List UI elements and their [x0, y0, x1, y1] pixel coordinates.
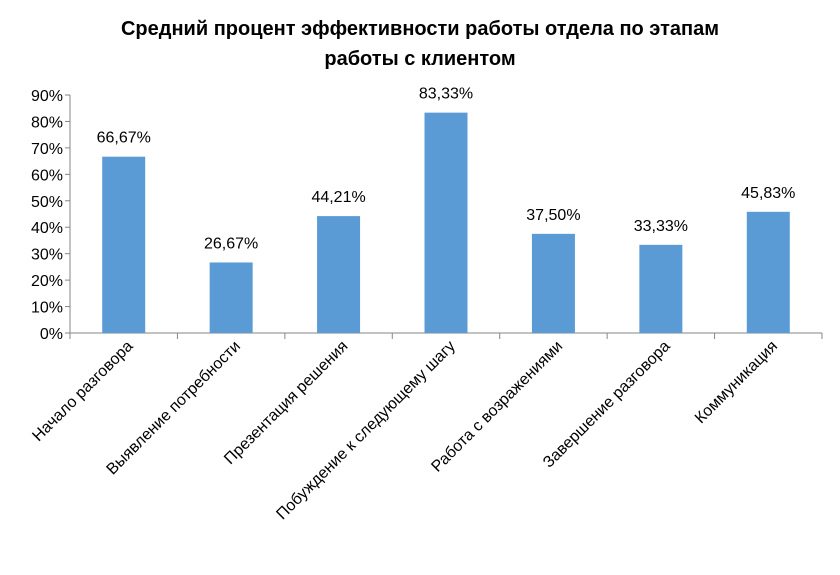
bar [531, 233, 575, 333]
bar [102, 156, 146, 333]
y-tick-label: 60% [31, 167, 63, 184]
data-label: 45,83% [741, 185, 795, 202]
bar [209, 262, 253, 333]
data-label: 26,67% [204, 235, 258, 252]
chart-title: Средний процент эффективности работы отд… [0, 14, 840, 74]
bar [746, 211, 790, 333]
data-label: 37,50% [526, 207, 580, 224]
data-label: 83,33% [419, 86, 473, 103]
y-tick-label: 10% [31, 300, 63, 317]
bar [424, 112, 468, 333]
y-tick-label: 20% [31, 273, 63, 290]
y-tick-label: 70% [31, 141, 63, 158]
data-labels: 66,67% 26,67% 44,21% 83,33% 37,50% 33,33% 45,8… [97, 86, 796, 253]
bar [639, 244, 683, 333]
y-tick-label: 90% [31, 88, 63, 105]
y-tick-label: 0% [40, 326, 63, 343]
chart-title-line-1: Средний процент эффективности работы отд… [120, 18, 720, 40]
chart-title-line-2: работы с клиентом [324, 48, 516, 70]
y-tick-label: 80% [31, 114, 63, 131]
y-tick-label: 40% [31, 220, 63, 237]
y-tick-label: 50% [31, 194, 63, 211]
category-label: Завершение разговора [540, 338, 674, 472]
bars [102, 112, 790, 333]
data-label: 66,67% [97, 130, 151, 147]
category-label: Начало разговора [29, 338, 136, 445]
y-tick-label: 30% [31, 247, 63, 264]
data-label: 33,33% [634, 218, 688, 235]
category-label: Коммуникация [692, 338, 781, 427]
data-label: 44,21% [311, 189, 365, 206]
y-axis: 0% 10% 20% 30% 40% 50% 60% 70% 80% 90% [31, 88, 71, 343]
bar [317, 216, 361, 333]
category-label: Побуждение к следующему шагу [273, 338, 458, 523]
category-label: Презентация решения [221, 338, 351, 468]
